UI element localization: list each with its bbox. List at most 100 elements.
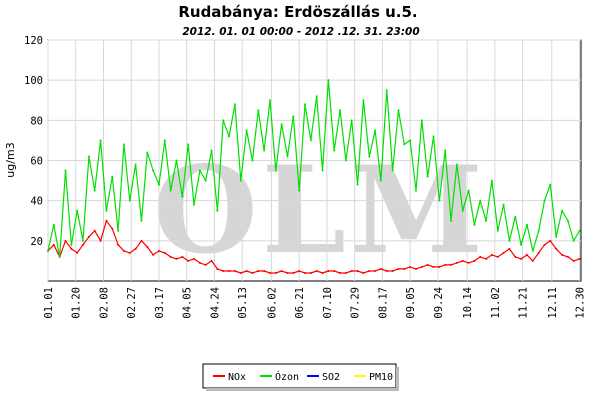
data-point [251, 271, 254, 274]
data-point [274, 271, 277, 274]
legend-label: PM10 [369, 372, 393, 383]
data-point [397, 109, 400, 112]
data-point [204, 179, 207, 182]
x-tick-labels: 01.01 01.20 02.08 02.27 03.17 04.05 04.24 05.13… [43, 287, 587, 319]
data-point [572, 259, 575, 262]
x-tick-label: 07.10 [322, 287, 334, 319]
data-point [344, 159, 347, 162]
data-point [438, 199, 441, 202]
data-point [105, 219, 108, 222]
data-point [514, 215, 517, 218]
data-point [461, 209, 464, 212]
data-point [561, 209, 564, 212]
data-point [502, 251, 505, 254]
data-point [274, 169, 277, 172]
data-point [508, 239, 511, 242]
data-point [356, 183, 359, 186]
x-tick-label: 09.24 [433, 287, 445, 319]
data-point [537, 251, 540, 254]
y-tick-label: 100 [24, 75, 43, 87]
data-point [140, 239, 143, 242]
data-point [263, 149, 266, 152]
data-point [339, 271, 342, 274]
data-point [444, 263, 447, 266]
data-point [385, 89, 388, 92]
data-point [286, 155, 289, 158]
data-point [128, 199, 131, 202]
x-tick-label: 04.05 [182, 287, 194, 319]
data-point [327, 79, 330, 82]
data-point [426, 263, 429, 266]
data-point [169, 255, 172, 258]
data-point [420, 119, 423, 122]
x-tick-label: 11.21 [518, 287, 530, 319]
data-point [531, 249, 534, 252]
data-point [473, 259, 476, 262]
data-point [134, 247, 137, 250]
data-point [549, 183, 552, 186]
x-tick-label: 04.24 [209, 287, 221, 319]
data-point [333, 269, 336, 272]
data-point [379, 267, 382, 270]
data-point [233, 103, 236, 106]
data-point [76, 209, 79, 212]
x-tick-label: 10.14 [462, 287, 474, 319]
data-point [339, 109, 342, 112]
data-point [514, 255, 517, 258]
watermark: OLM [153, 140, 487, 281]
data-point [87, 235, 90, 238]
data-point [47, 249, 49, 252]
x-tick-label: 11.02 [490, 287, 502, 319]
data-point [263, 269, 266, 272]
data-point [502, 203, 505, 206]
data-point [566, 255, 569, 258]
data-point [93, 229, 96, 232]
chart-title: Rudabánya: Erdöszállás u.5. [178, 3, 417, 21]
data-point [304, 271, 307, 274]
data-point [385, 269, 388, 272]
y-tick-label: 60 [30, 156, 43, 168]
data-point [467, 261, 470, 264]
data-point [368, 155, 371, 158]
data-point [140, 219, 143, 222]
data-point [555, 247, 558, 250]
data-point [181, 255, 184, 258]
data-point [93, 189, 96, 192]
data-point [146, 245, 149, 248]
data-point [251, 159, 254, 162]
y-tick-label: 20 [30, 236, 43, 248]
y-tick-label: 80 [30, 115, 43, 127]
data-point [210, 149, 213, 152]
data-point [444, 149, 447, 152]
data-point [525, 223, 528, 226]
data-point [496, 229, 499, 232]
data-point [397, 267, 400, 270]
x-tick-label: 08.17 [377, 287, 389, 319]
data-point [409, 265, 412, 268]
x-tick-label: 01.20 [71, 287, 83, 319]
legend-label: SO2 [322, 372, 340, 383]
data-point [52, 223, 55, 226]
x-tick-label: 06.21 [294, 287, 306, 319]
data-point [280, 123, 283, 126]
data-point [298, 269, 301, 272]
series-line--zon [47, 79, 581, 258]
x-tick-label: 05.13 [237, 287, 249, 319]
data-point [292, 115, 295, 118]
y-tick-label: 40 [30, 196, 43, 208]
data-point [222, 269, 225, 272]
data-point [187, 143, 190, 146]
data-point [210, 259, 213, 262]
data-point [315, 95, 318, 98]
data-point [117, 243, 120, 246]
data-point [321, 271, 324, 274]
legend-shadow-bottom [206, 388, 399, 391]
x-tick-label: 12.11 [547, 287, 559, 319]
data-point [64, 169, 67, 172]
data-point [455, 163, 458, 166]
data-point [193, 203, 196, 206]
data-point [467, 189, 470, 192]
data-point [362, 99, 365, 102]
data-point [356, 269, 359, 272]
